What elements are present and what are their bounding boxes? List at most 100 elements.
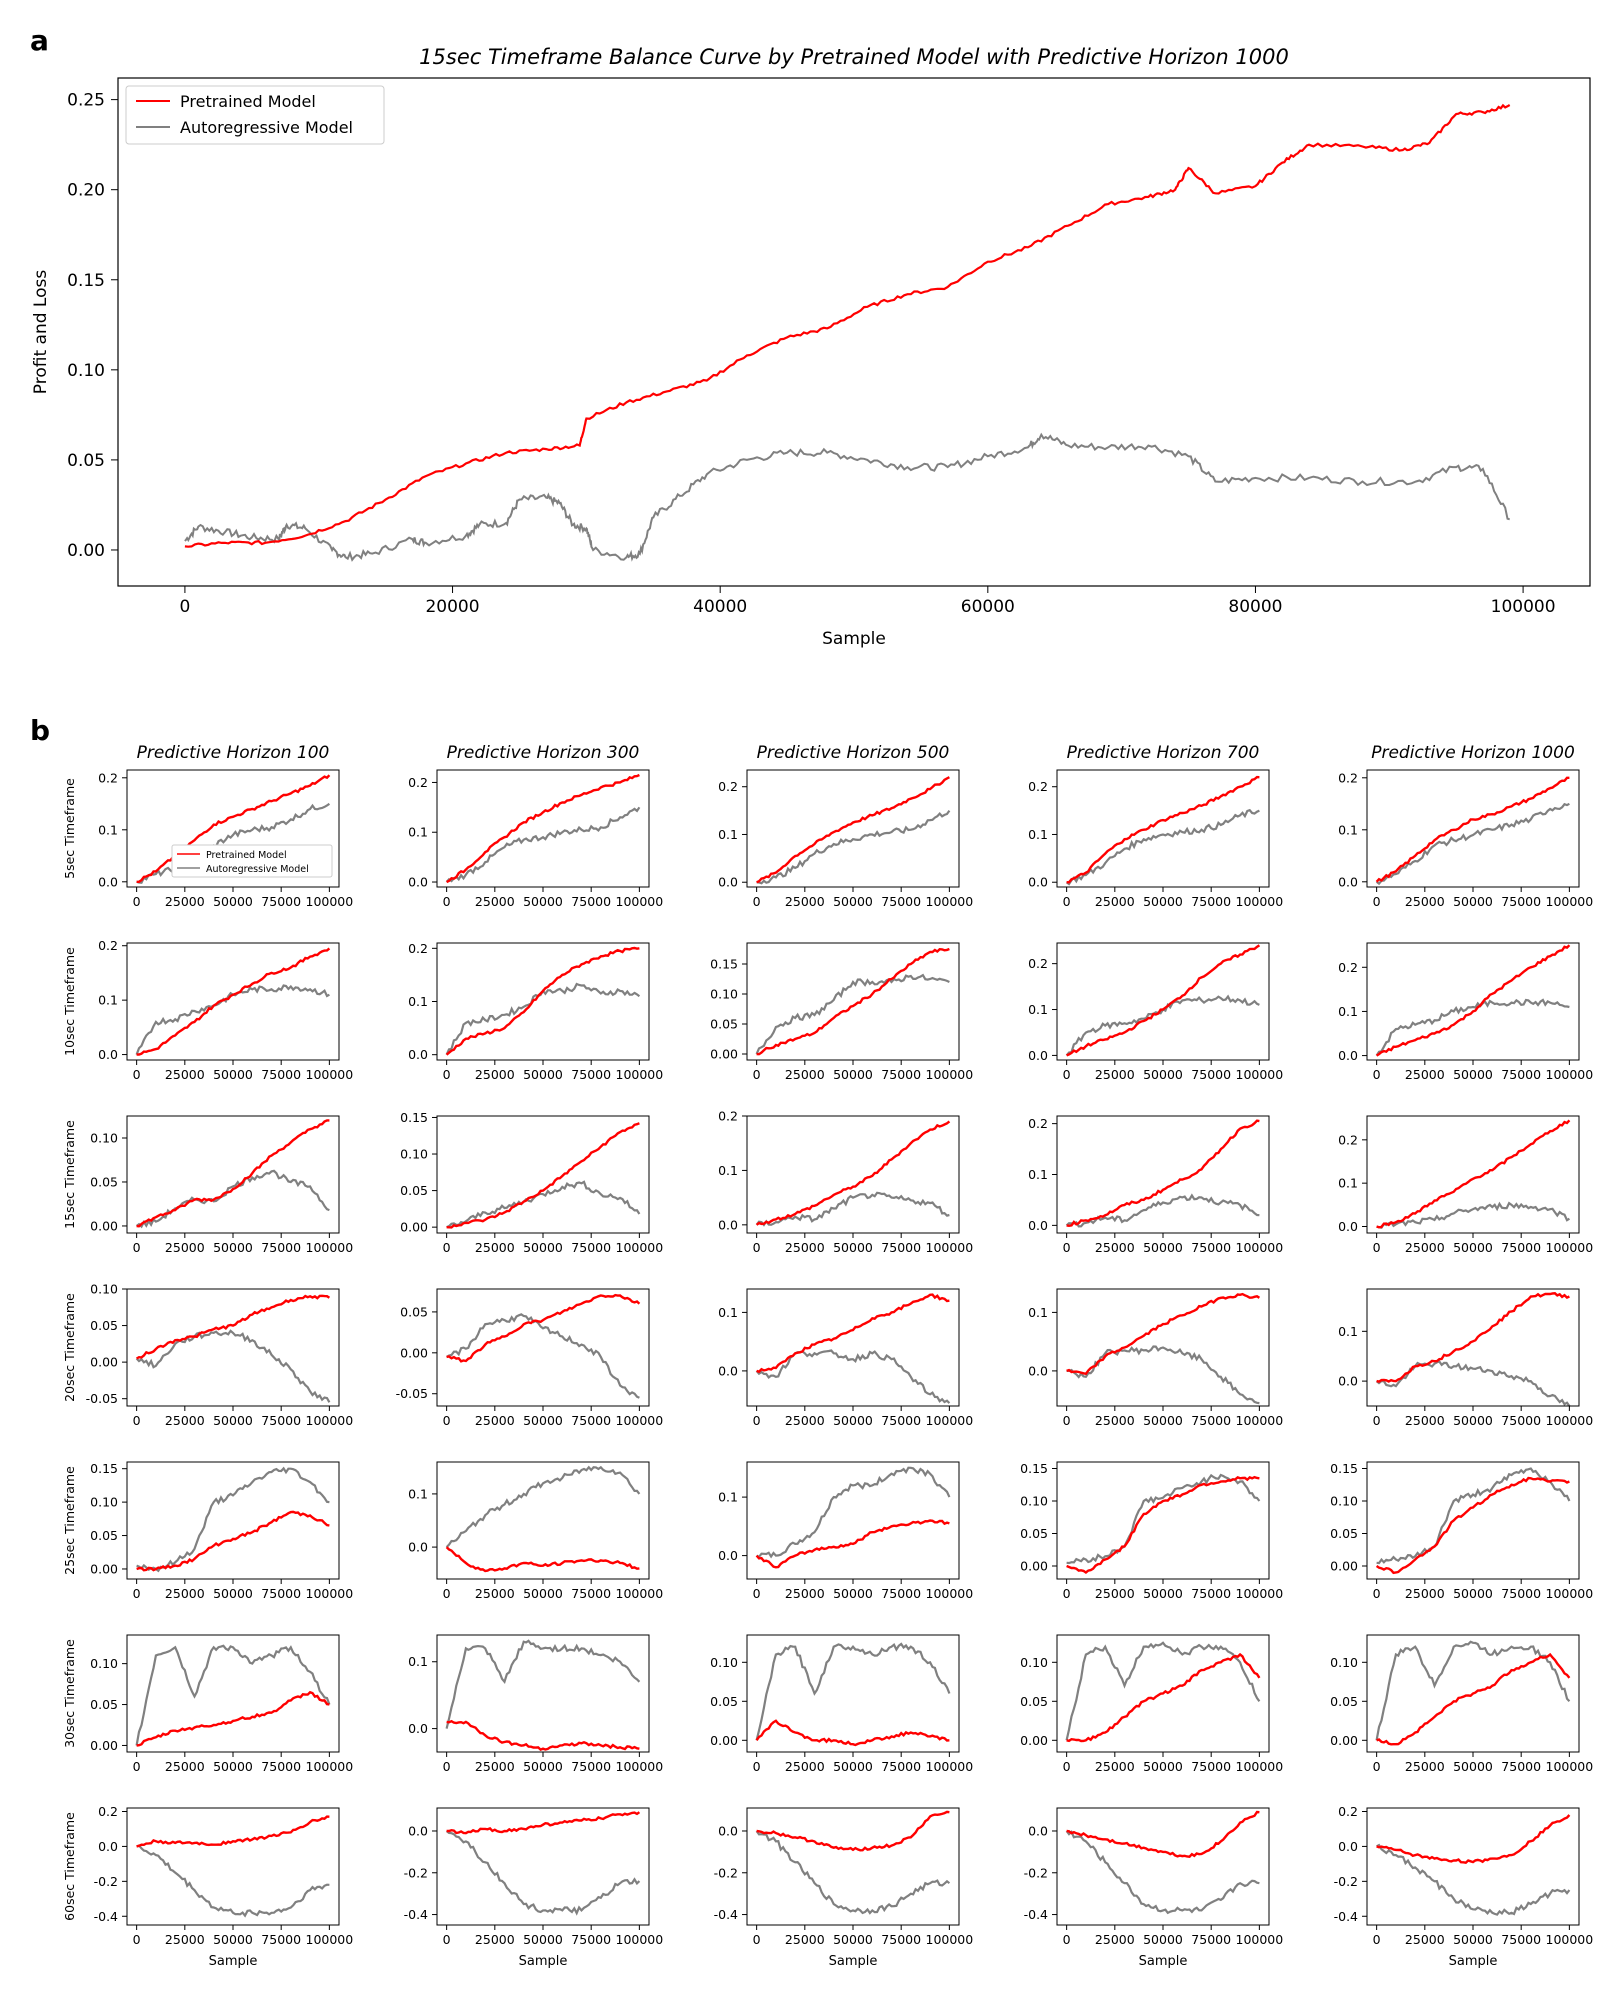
- main-x-tick-label: 40000: [693, 597, 747, 617]
- panel-label-a: a: [30, 24, 49, 57]
- small-multiples-grid: Predictive Horizon 100 Predictive Horizon…: [62, 743, 1593, 1969]
- subplot-y-tick-label: 0.2: [1338, 1804, 1358, 1819]
- subplot-y-tick-label: 0.0: [1028, 1218, 1048, 1233]
- subplot-y-tick-label: -0.05: [396, 1386, 428, 1401]
- subplot-series-pretrained: [1375, 776, 1570, 883]
- main-x-tick-label: 100000: [1491, 597, 1556, 617]
- subplot-y-tick-label: 0.00: [90, 1218, 118, 1233]
- row-label: 60sec Timeframe: [62, 1812, 77, 1921]
- subplot-x-tick-label: 100000: [306, 1759, 354, 1774]
- subplot-x-tick-label: 100000: [306, 1067, 354, 1082]
- subplot-x-tick-label: 50000: [1143, 1067, 1183, 1082]
- subplot-x-tick-label: 50000: [523, 894, 563, 909]
- column-title: Predictive Horizon 500: [757, 743, 950, 763]
- subplot-y-tick-label: 0.0: [98, 1047, 118, 1062]
- subplot-series-autoregressive: [136, 1844, 330, 1918]
- subplot-y-tick-label: 0.05: [1020, 1526, 1048, 1541]
- subplot-y-tick-label: 0.0: [1028, 1363, 1048, 1378]
- subplot-x-tick-label: 50000: [833, 1413, 873, 1428]
- subplot-y-tick-label: 0.0: [1338, 1048, 1358, 1063]
- subplot-x-tick-label: 0: [443, 894, 451, 909]
- subplot: 0 25000 50000 75000 100000 0.00 0.05 0.10 0.15: [1020, 1461, 1283, 1601]
- subplot-x-axis-label: Sample: [1449, 1954, 1498, 1969]
- subplot-x-tick-label: 75000: [571, 1240, 611, 1255]
- subplot-series-autoregressive: [1376, 1467, 1571, 1565]
- subplot-series-autoregressive: [445, 1639, 641, 1729]
- subplot-x-tick-label: 25000: [785, 1240, 825, 1255]
- subplot-x-tick-label: 0: [133, 1586, 141, 1601]
- subplot: 0 25000 50000 75000 100000 0.0 0.1 0.2: [1028, 1115, 1283, 1255]
- subplot-legend: Pretrained Model Autoregressive Model: [171, 844, 333, 878]
- subplot-x-tick-label: 25000: [165, 1067, 205, 1082]
- subplot-y-tick-label: 0.1: [408, 1654, 428, 1669]
- subplot-y-tick-label: 0.05: [90, 1318, 118, 1333]
- subplot-frame: [126, 942, 340, 1061]
- subplot-x-tick-label: 25000: [1405, 1932, 1445, 1947]
- subplot-series-pretrained: [136, 774, 331, 883]
- subplot-y-tick-label: 0.15: [710, 957, 738, 972]
- subplot-frame: [1056, 1807, 1270, 1926]
- subplot: 0 25000 50000 75000 100000 -0.4 -0.2 0.0 0.2 Samp…: [94, 1804, 354, 1969]
- subplot-series-autoregressive: [1375, 802, 1570, 886]
- subplot-frame: [1366, 1115, 1580, 1234]
- main-y-tick-label: 0.15: [67, 271, 105, 291]
- subplot-y-tick-label: 0.10: [90, 1656, 118, 1671]
- subplot-x-tick-label: 0: [1373, 1240, 1381, 1255]
- subplot-frame: [436, 1634, 650, 1753]
- subplot-y-tick-label: 0.0: [718, 1823, 738, 1838]
- subplot: 0 25000 50000 75000 100000 0.00 0.05 0.10 0.15: [90, 1461, 353, 1601]
- subplot-series-autoregressive: [1065, 1830, 1260, 1915]
- subplot: 0 25000 50000 75000 100000 0.0 0.1 0.2: [718, 769, 973, 909]
- subplot-x-tick-label: 25000: [785, 894, 825, 909]
- subplot-y-tick-label: 0.0: [408, 1540, 428, 1555]
- subplot-y-tick-label: -0.4: [404, 1907, 428, 1922]
- subplot-frame: [746, 1115, 960, 1234]
- subplot-x-tick-label: 25000: [1405, 1240, 1445, 1255]
- subplot-y-tick-label: 0.0: [1338, 1374, 1358, 1389]
- subplot-y-tick-label: 0.05: [90, 1697, 118, 1712]
- subplot: 0 25000 50000 75000 100000 -0.05 0.00 0.05 0.10: [86, 1282, 354, 1429]
- subplot-x-tick-label: 100000: [616, 1240, 664, 1255]
- subplot-x-tick-label: 50000: [213, 1759, 253, 1774]
- subplot-y-tick-label: 0.2: [1028, 1116, 1048, 1131]
- row-label: 10sec Timeframe: [62, 947, 77, 1056]
- subplot-x-tick-label: 100000: [616, 1932, 664, 1947]
- subplot-y-tick-label: 0.15: [90, 1461, 118, 1476]
- subplot-x-tick-label: 0: [443, 1932, 451, 1947]
- subplot-series-pretrained: [1066, 1119, 1260, 1228]
- subplot-y-tick-label: 0.15: [1330, 1461, 1358, 1476]
- subplot-legend-label-autoregressive: Autoregressive Model: [206, 864, 309, 875]
- subplot-x-tick-label: 0: [133, 894, 141, 909]
- subplot: 0 25000 50000 75000 100000 0.0 0.1 0.2: [718, 1109, 973, 1256]
- subplot-series-pretrained: [1066, 1652, 1261, 1743]
- subplot-x-tick-label: 25000: [1095, 1413, 1135, 1428]
- subplot-y-tick-label: 0.0: [1338, 874, 1358, 889]
- subplot-x-tick-label: 100000: [306, 1413, 354, 1428]
- subplot-x-tick-label: 100000: [926, 1413, 974, 1428]
- subplot-y-tick-label: 0.00: [1020, 1559, 1048, 1574]
- subplot: 0 25000 50000 75000 100000 0.00 0.05 0.10 0.15: [710, 942, 973, 1082]
- column-title: Predictive Horizon 1000: [1371, 743, 1575, 763]
- subplot-x-tick-label: 75000: [1501, 1413, 1541, 1428]
- subplot-y-tick-label: 0.10: [710, 1655, 738, 1670]
- subplot-x-tick-label: 0: [443, 1586, 451, 1601]
- subplot-series-pretrained: [1066, 1475, 1260, 1574]
- subplot: 0 25000 50000 75000 100000 -0.4 -0.2 0.0 Sample: [714, 1807, 973, 1969]
- subplot-x-tick-label: 0: [1373, 1067, 1381, 1082]
- subplot-frame: [1056, 1634, 1270, 1753]
- subplot-y-tick-label: 0.2: [1028, 956, 1048, 971]
- subplot-frame: [1366, 1634, 1580, 1753]
- subplot-y-tick-label: -0.2: [1024, 1865, 1048, 1880]
- subplot-x-tick-label: 100000: [306, 1932, 354, 1947]
- subplot-frame: [746, 1807, 960, 1926]
- subplot-frame: [746, 942, 960, 1061]
- subplot-x-tick-label: 25000: [785, 1932, 825, 1947]
- subplot-series-pretrained: [1375, 1476, 1570, 1575]
- subplot-x-tick-label: 0: [133, 1759, 141, 1774]
- subplot-y-tick-label: 0.15: [400, 1110, 428, 1125]
- row-label: 30sec Timeframe: [62, 1639, 77, 1748]
- subplot-x-tick-label: 75000: [261, 1067, 301, 1082]
- subplot-y-tick-label: 0.00: [1330, 1733, 1358, 1748]
- subplot-y-tick-label: 0.1: [1338, 1176, 1358, 1191]
- main-legend-label-pretrained: Pretrained Model: [180, 92, 316, 111]
